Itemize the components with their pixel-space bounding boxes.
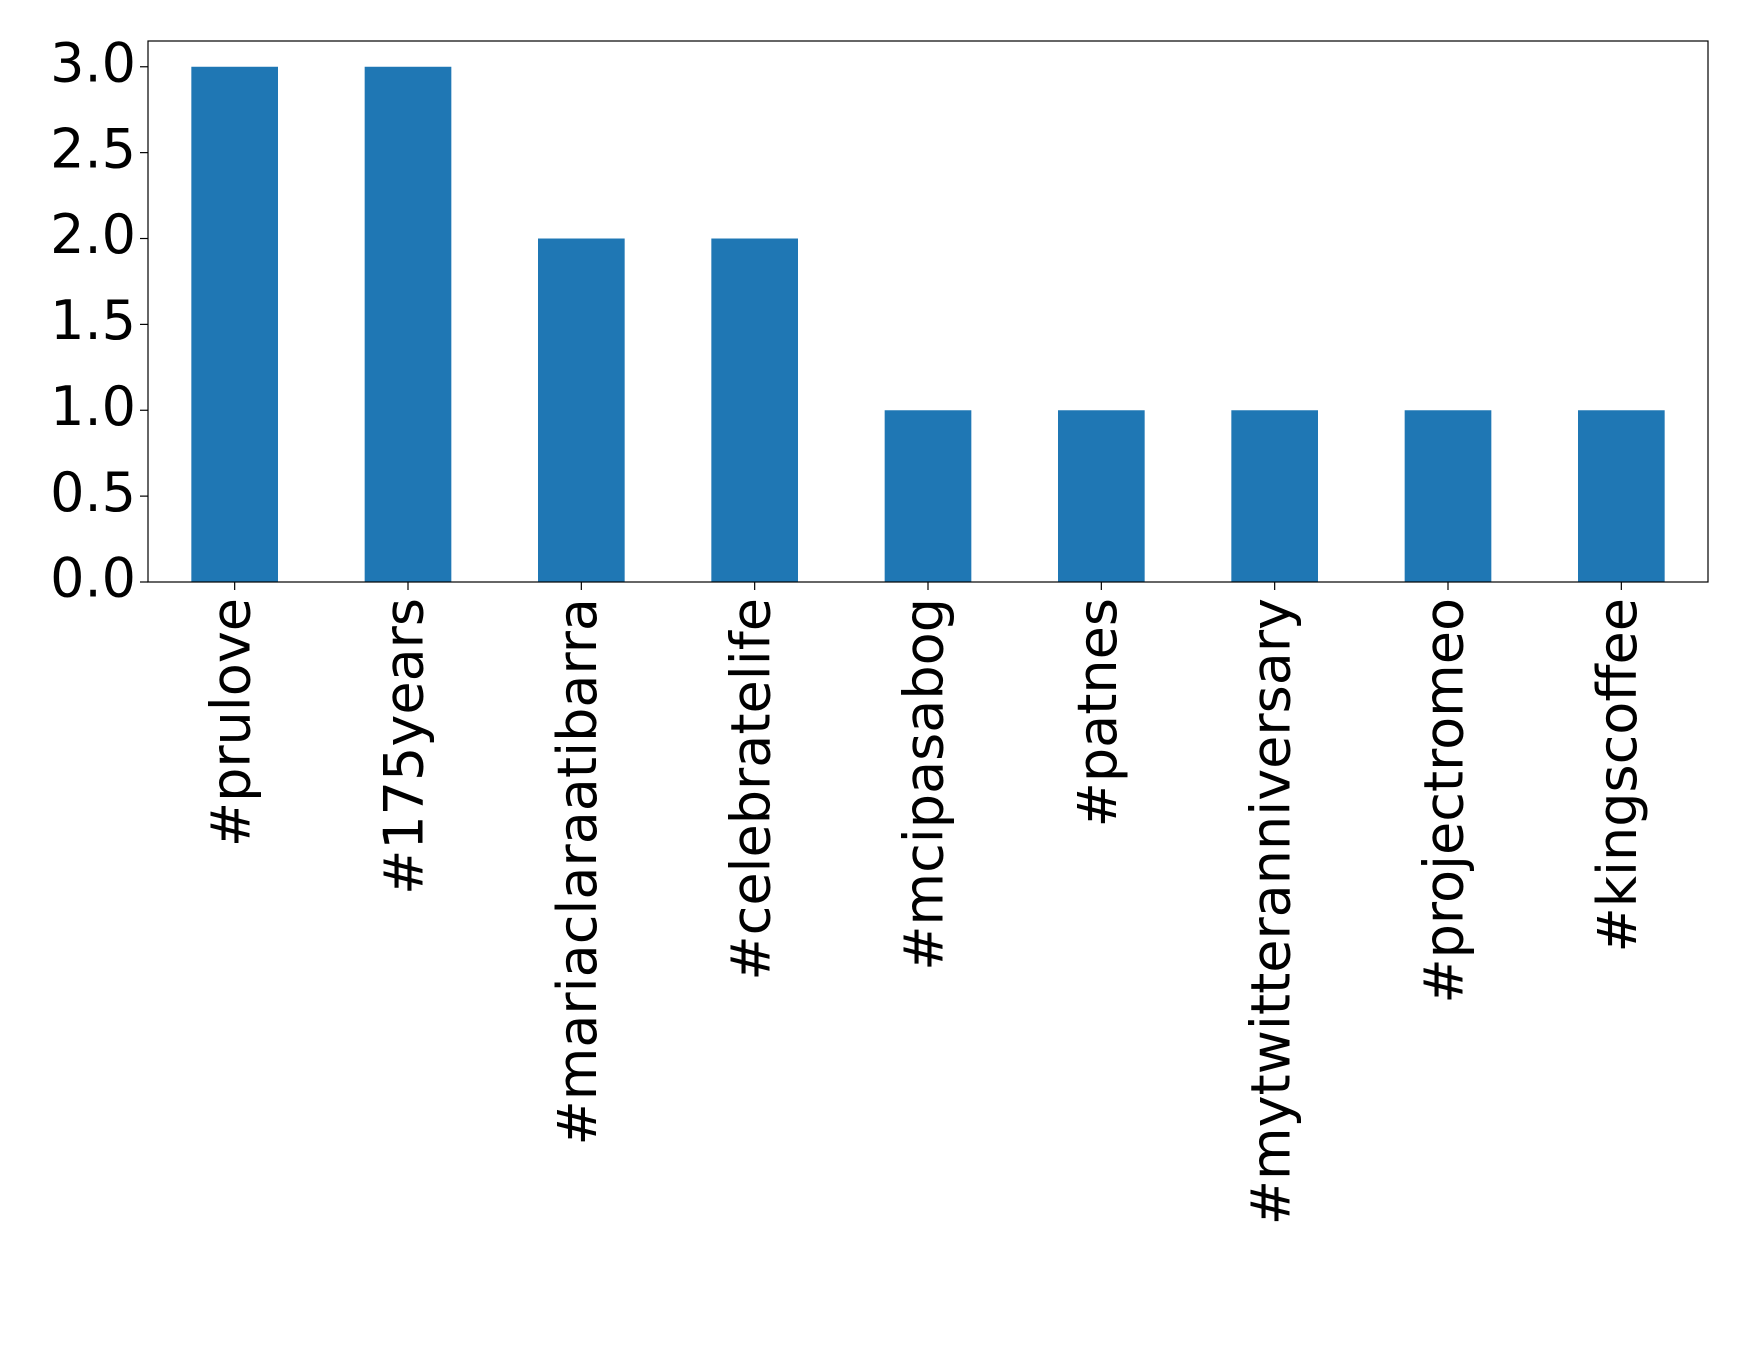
x-tick-label: #patnes bbox=[1066, 598, 1129, 827]
x-tick-label: #mytwitteranniversary bbox=[1239, 598, 1302, 1225]
bar bbox=[1404, 410, 1492, 582]
bar bbox=[1231, 410, 1318, 582]
bar bbox=[538, 238, 625, 582]
x-tick-label: #mcipasabog bbox=[893, 598, 956, 971]
x-tick-label: #kingscoffee bbox=[1586, 598, 1649, 953]
plot-frame bbox=[147, 40, 1709, 583]
bar bbox=[1058, 410, 1145, 582]
bar bbox=[884, 410, 972, 582]
x-tick-label: #prulove bbox=[199, 598, 262, 847]
y-tick-label: 0.0 bbox=[50, 547, 136, 610]
x-tick-label: #projectromeo bbox=[1413, 598, 1476, 1004]
x-tick-label: #mariaclaraatibarra bbox=[546, 598, 609, 1146]
x-tick-label: #celebratelife bbox=[719, 598, 782, 981]
y-tick-label: 1.0 bbox=[50, 375, 136, 438]
y-tick-label: 2.5 bbox=[50, 117, 136, 180]
bar bbox=[191, 66, 278, 582]
bar bbox=[364, 66, 452, 582]
y-tick-label: 2.0 bbox=[50, 203, 136, 266]
y-tick-label: 0.5 bbox=[50, 461, 136, 524]
x-tick-label: #175years bbox=[373, 598, 436, 895]
y-tick-label: 3.0 bbox=[50, 31, 136, 94]
y-tick-label: 1.5 bbox=[50, 289, 136, 352]
bar bbox=[711, 238, 798, 582]
bar bbox=[1578, 410, 1665, 582]
